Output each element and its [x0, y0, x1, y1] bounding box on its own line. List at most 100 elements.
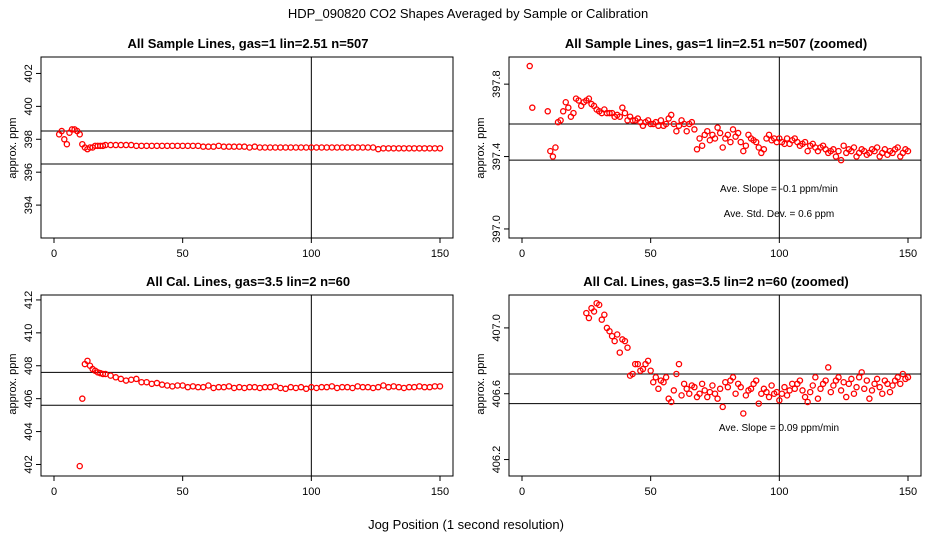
plot-frame	[40, 294, 454, 477]
data-point	[886, 388, 894, 396]
x-tick-label: 50	[177, 248, 189, 260]
data-point	[184, 383, 192, 391]
data-point	[747, 385, 755, 393]
data-point	[526, 62, 533, 70]
data-point	[894, 144, 901, 151]
data-point	[804, 147, 811, 155]
data-point	[585, 314, 593, 322]
data-point	[256, 384, 264, 392]
x-tick-label: 150	[431, 248, 449, 260]
data-point	[266, 383, 274, 391]
data-point	[349, 144, 356, 151]
plot-frame	[40, 56, 454, 239]
data-point	[806, 388, 814, 396]
data-point	[668, 111, 675, 119]
data-point	[143, 142, 150, 150]
x-tick-label: 0	[51, 486, 57, 498]
data-point	[529, 104, 536, 111]
data-point	[611, 337, 618, 345]
data-point	[251, 143, 258, 150]
data-point	[809, 382, 817, 389]
data-point	[714, 395, 721, 402]
data-point	[732, 390, 739, 397]
data-point	[261, 383, 269, 391]
data-point	[380, 382, 387, 389]
data-point	[117, 141, 125, 149]
data-point	[405, 145, 413, 152]
data-point	[138, 378, 145, 386]
data-point	[876, 383, 883, 391]
data-point	[63, 140, 71, 148]
data-point	[431, 383, 439, 390]
data-point	[359, 144, 367, 151]
data-point	[742, 142, 750, 149]
panel-title: All Sample Lines, gas=1 lin=2.51 n=507	[128, 36, 369, 51]
data-point	[277, 144, 284, 151]
y-tick-label: 406.2	[491, 446, 503, 474]
data-point	[354, 144, 361, 151]
data-point	[194, 383, 202, 391]
data-point	[817, 385, 824, 393]
data-point	[292, 144, 300, 151]
data-point	[436, 383, 444, 390]
data-point	[740, 410, 747, 417]
data-point	[709, 382, 716, 389]
y-tick-label: 397.0	[491, 215, 503, 243]
data-point	[421, 145, 428, 152]
data-point	[390, 383, 397, 390]
data-point	[801, 138, 809, 146]
x-tick-label: 0	[51, 248, 57, 260]
data-point	[436, 145, 444, 152]
data-point	[122, 377, 130, 384]
data-point	[251, 383, 258, 391]
data-point	[549, 153, 557, 160]
data-point	[261, 144, 269, 151]
data-point	[670, 387, 678, 394]
data-point	[364, 383, 372, 391]
y-tick-label: 406.6	[491, 380, 503, 408]
data-point	[385, 145, 392, 152]
data-point	[189, 383, 197, 390]
data-point	[822, 377, 829, 384]
y-tick-label: 400	[23, 97, 35, 115]
y-axis-label: approx. ppm	[475, 353, 487, 414]
y-tick-label: 396	[23, 163, 35, 181]
data-point	[143, 378, 150, 386]
y-tick-label: 394	[23, 196, 35, 214]
data-point	[845, 380, 853, 388]
data-point	[781, 383, 788, 391]
x-tick-label: 100	[302, 486, 320, 498]
data-point	[318, 144, 325, 151]
data-point	[866, 395, 873, 402]
data-point	[287, 383, 294, 391]
figure-title: HDP_090820 CO2 Shapes Averaged by Sample…	[288, 6, 648, 21]
data-point	[225, 383, 233, 390]
data-point	[313, 144, 320, 151]
panel-title: All Sample Lines, gas=1 lin=2.51 n=507 (…	[565, 36, 867, 51]
data-point	[179, 142, 186, 150]
data-point	[297, 383, 305, 391]
data-point	[323, 383, 331, 391]
data-point	[416, 145, 423, 152]
panel-cal-lines-zoomed: All Cal. Lines, gas=3.5 lin=2 n=60 (zoom…	[475, 274, 922, 498]
data-point	[416, 383, 423, 390]
data-point	[755, 144, 762, 151]
data-point	[241, 143, 248, 150]
data-point	[649, 378, 657, 386]
data-point	[662, 120, 670, 128]
data-point	[292, 384, 300, 392]
y-tick-label: 402	[23, 64, 35, 82]
data-point	[76, 131, 83, 138]
x-tick-label: 50	[645, 486, 657, 498]
data-point	[686, 390, 693, 397]
data-point	[349, 384, 356, 392]
data-point	[287, 144, 294, 151]
data-point	[266, 144, 274, 151]
data-point	[853, 383, 860, 391]
data-point	[598, 316, 606, 323]
data-point	[740, 147, 747, 155]
x-tick-label: 50	[645, 248, 657, 260]
data-point	[133, 142, 140, 150]
x-tick-label: 0	[519, 248, 525, 260]
